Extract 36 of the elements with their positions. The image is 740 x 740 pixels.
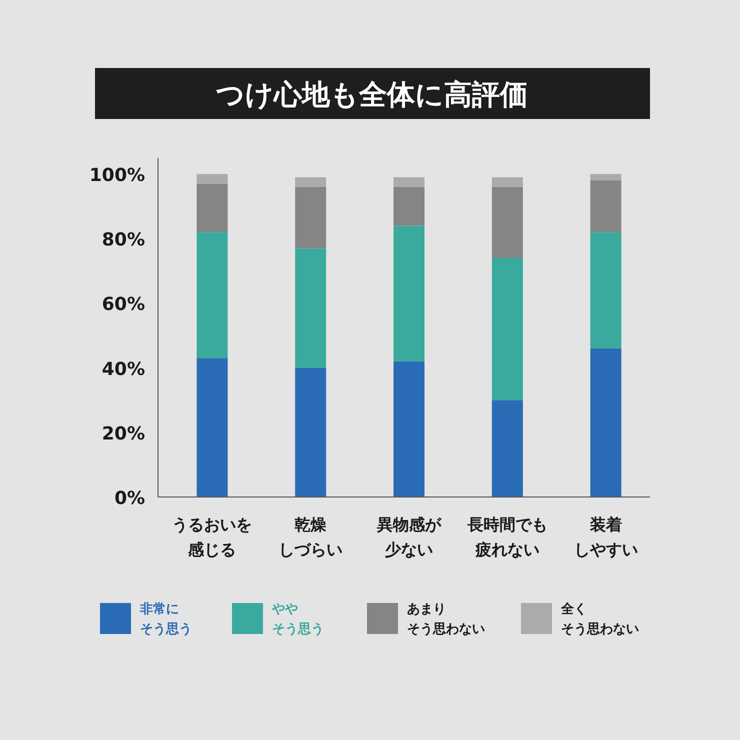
- x-tick-label: 装着しやすい: [574, 515, 638, 559]
- bar: [196, 232, 228, 358]
- y-tick-label: 0%: [114, 488, 145, 509]
- bar: [295, 177, 326, 187]
- chart-title: つけ心地も全体に高評価: [216, 78, 528, 111]
- y-tick-label: 60%: [102, 294, 145, 316]
- y-tick-label: 100%: [89, 165, 145, 186]
- x-tick-label: 異物感が少ない: [376, 515, 442, 559]
- x-tick-label: うるおいを感じる: [172, 515, 252, 559]
- legend-label: 全くそう思わない: [560, 602, 639, 638]
- bar: [295, 248, 326, 368]
- bar: [295, 186, 326, 248]
- bar: [492, 258, 523, 400]
- bar: [394, 177, 424, 187]
- bar: [492, 400, 523, 497]
- bar: [196, 358, 228, 497]
- x-tick-label: 乾燥しづらい: [278, 515, 343, 559]
- y-tick-label: 40%: [102, 358, 145, 380]
- x-tick-label: 長時間でも疲れない: [466, 515, 548, 559]
- bar: [492, 186, 523, 258]
- y-tick-label: 80%: [102, 230, 145, 251]
- bar: [394, 226, 424, 362]
- bar: [590, 174, 622, 180]
- legend-label: 非常にそう思う: [139, 602, 192, 638]
- bar: [394, 186, 424, 226]
- legend-label: あまりそう思わない: [407, 602, 485, 638]
- bar: [590, 180, 622, 232]
- bar: [196, 184, 228, 232]
- bar: [590, 348, 622, 497]
- bar: [295, 368, 326, 497]
- legend-label: ややそう思う: [271, 602, 324, 638]
- bar: [196, 174, 228, 184]
- bar: [492, 177, 523, 187]
- y-tick-label: 20%: [102, 423, 145, 444]
- bar: [394, 361, 424, 497]
- bar: [590, 232, 622, 348]
